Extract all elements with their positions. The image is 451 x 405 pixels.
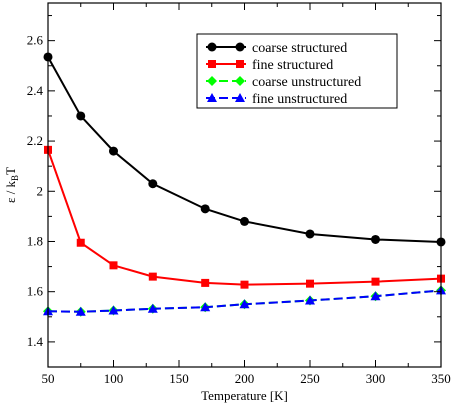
legend-entry: coarse structured [206,41,347,56]
legend-entry: coarse unstructured [206,75,361,90]
data-point [109,261,118,270]
legend-label: fine unstructured [252,92,347,107]
y-axis-label: ε / kBT [3,167,20,203]
data-point [147,303,158,313]
legend-marker [235,93,245,102]
data-point [371,234,380,244]
y-tick-label: 1.8 [27,233,43,248]
data-point [240,280,249,289]
data-point [75,306,86,316]
legend: coarse structured fine structured coarse u… [196,33,398,109]
x-tick-label: 50 [42,371,55,386]
data-point [305,295,315,305]
y-axis-label-sub: B [10,175,20,181]
data-point [201,278,210,287]
legend-marker [236,60,244,68]
series-coarse-structured [43,52,446,247]
legend-label: fine structured [252,58,333,73]
x-tick-label: 200 [235,371,255,386]
data-point [239,299,250,309]
legend-entry: fine unstructured [206,92,347,107]
legend-label: coarse unstructured [252,75,361,90]
y-tick-label: 2.2 [27,133,43,148]
legend-marker [207,76,217,86]
y-axis: 1.4 1.6 1.8 2 2.2 2.4 2.6 [27,15,441,349]
legend-marker [207,93,217,102]
legend-label: coarse structured [252,41,347,56]
y-tick-label: 2.4 [27,83,44,98]
data-point [200,204,210,214]
data-point [200,302,211,312]
x-tick-label: 300 [366,371,386,386]
data-point [108,305,119,315]
data-point [148,272,157,281]
x-tick-label: 150 [169,371,189,386]
x-tick-label: 250 [300,371,320,386]
data-point [305,229,315,239]
data-point [76,238,85,247]
x-axis-label: Temperature [K] [201,388,288,403]
legend-marker [208,60,216,68]
legend-marker [207,42,217,52]
data-point [306,279,314,288]
series-fine-unstructured [43,285,446,316]
data-point [240,216,249,226]
x-tick-label: 350 [431,371,451,386]
y-tick-label: 1.6 [27,284,44,299]
data-point [76,111,86,121]
data-point [370,291,381,301]
x-axis: 50 100 150 200 250 300 350 [42,3,451,386]
plot-area [43,52,446,317]
legend-entry: fine structured [206,58,333,73]
legend-marker [235,42,245,52]
y-axis-label-base: ε / k [3,180,18,203]
y-tick-label: 1.4 [27,334,44,349]
y-axis-label-tail: T [3,167,18,175]
y-tick-label: 2 [37,183,44,198]
data-point [148,179,158,189]
legend-marker [235,76,245,86]
y-tick-label: 2.6 [27,33,44,48]
data-point [371,277,380,286]
data-point [109,146,118,156]
x-tick-label: 100 [104,371,124,386]
